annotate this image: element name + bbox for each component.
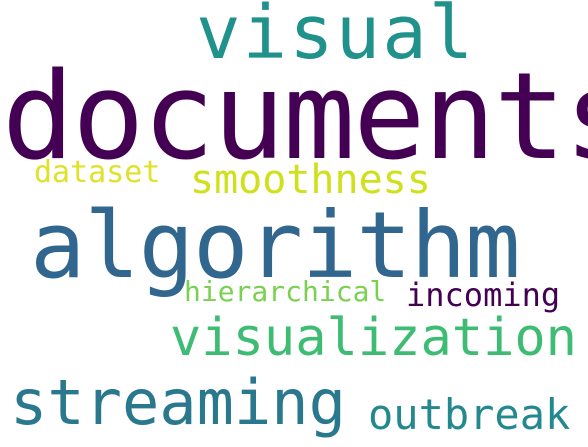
word-outbreak: outbreak bbox=[368, 390, 571, 439]
word-algorithm: algorithm bbox=[30, 192, 520, 299]
word-dataset: dataset bbox=[34, 155, 161, 190]
word-visual: visual bbox=[196, 0, 476, 76]
word-incoming: incoming bbox=[406, 276, 561, 314]
word-documents: documents bbox=[2, 48, 588, 187]
word-hierarchical: hierarchical bbox=[184, 275, 387, 308]
word-smoothness: smoothness bbox=[190, 157, 431, 203]
word-streaming: streaming bbox=[10, 366, 346, 439]
word-visualization: visualization bbox=[170, 308, 577, 368]
